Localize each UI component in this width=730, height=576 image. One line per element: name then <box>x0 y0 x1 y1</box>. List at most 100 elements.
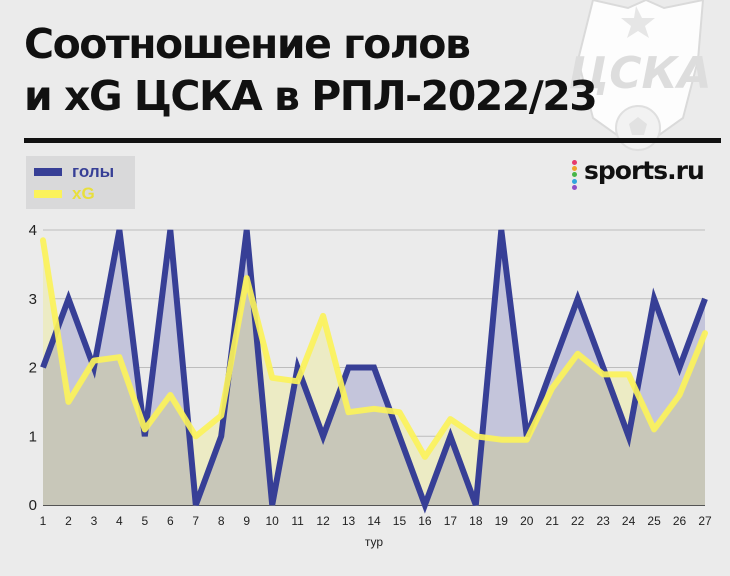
goals-point-2 <box>65 296 71 302</box>
goals-point-17 <box>447 433 453 439</box>
legend: голы xG <box>26 156 135 209</box>
xg-point-7 <box>193 433 199 439</box>
title-divider <box>24 138 721 143</box>
xg-point-21 <box>549 385 555 391</box>
crest-text: ЦСКА <box>568 48 711 99</box>
xg-point-18 <box>473 433 479 439</box>
x-tick-13: 13 <box>342 514 356 528</box>
chart-title: Соотношение голов и xG ЦСКА в РПЛ-2022/2… <box>24 18 598 122</box>
xg-point-3 <box>91 358 97 364</box>
goals-point-11 <box>295 365 301 371</box>
xg-point-10 <box>269 375 275 381</box>
y-tick-2: 2 <box>29 360 37 377</box>
x-tick-5: 5 <box>142 514 149 528</box>
cska-crest-watermark: ЦСКА <box>548 0 728 195</box>
xg-point-11 <box>295 378 301 384</box>
x-tick-1: 1 <box>40 514 47 528</box>
y-tick-3: 3 <box>29 291 37 308</box>
goals-point-1 <box>40 365 46 371</box>
goals-line <box>40 229 708 514</box>
x-tick-26: 26 <box>673 514 687 528</box>
x-tick-18: 18 <box>469 514 483 528</box>
legend-swatch-goals <box>34 168 62 176</box>
title-line-2: и xG ЦСКА в РПЛ-2022/23 <box>24 72 598 120</box>
goals-point-3 <box>91 365 97 371</box>
xg-point-17 <box>447 416 453 422</box>
sports-ru-logo: sports.ru <box>570 156 710 192</box>
xg-point-4 <box>116 354 122 360</box>
x-tick-3: 3 <box>91 514 98 528</box>
goals-point-15 <box>396 433 402 439</box>
goals-point-5 <box>142 433 148 439</box>
x-tick-20: 20 <box>520 514 534 528</box>
xg-point-16 <box>422 454 428 460</box>
x-tick-7: 7 <box>192 514 199 528</box>
xg-point-22 <box>575 351 581 357</box>
goals-point-18 <box>473 502 479 508</box>
goals-point-14 <box>371 365 377 371</box>
x-tick-25: 25 <box>647 514 661 528</box>
legend-label-xg: xG <box>72 184 95 203</box>
xg-line <box>40 237 708 460</box>
y-tick-labels: 0 1 2 3 4 <box>29 222 37 514</box>
legend-swatch-xg <box>34 190 62 198</box>
y-tick-0: 0 <box>29 497 37 514</box>
x-tick-23: 23 <box>596 514 610 528</box>
goals-point-13 <box>346 365 352 371</box>
xg-point-23 <box>600 371 606 377</box>
x-tick-16: 16 <box>418 514 432 528</box>
x-tick-6: 6 <box>167 514 174 528</box>
x-tick-9: 9 <box>243 514 250 528</box>
xg-point-14 <box>371 406 377 412</box>
xg-point-19 <box>498 437 504 443</box>
x-tick-15: 15 <box>393 514 407 528</box>
y-tick-1: 1 <box>29 428 37 445</box>
x-tick-4: 4 <box>116 514 123 528</box>
xg-point-1 <box>40 237 46 243</box>
xg-point-24 <box>626 371 632 377</box>
xg-point-5 <box>142 426 148 432</box>
goals-point-24 <box>626 433 632 439</box>
xg-point-13 <box>346 409 352 415</box>
title-line-1: Соотношение голов <box>24 20 471 68</box>
x-tick-11: 11 <box>291 514 304 528</box>
x-tick-12: 12 <box>316 514 330 528</box>
x-axis-label: тур <box>365 535 383 549</box>
logo-text: sports.ru <box>584 156 705 185</box>
goals-point-8 <box>218 433 224 439</box>
xg-point-26 <box>677 392 683 398</box>
x-tick-2: 2 <box>65 514 72 528</box>
x-tick-24: 24 <box>622 514 636 528</box>
xg-point-9 <box>244 275 250 281</box>
x-tick-22: 22 <box>571 514 585 528</box>
goals-point-10 <box>269 502 275 508</box>
goals-point-16 <box>422 502 428 508</box>
goals-point-4 <box>116 227 122 233</box>
legend-label-goals: голы <box>72 162 115 181</box>
goals-point-7 <box>193 502 199 508</box>
goals-point-25 <box>651 296 657 302</box>
x-tick-labels: 1 2 3 4 5 6 7 8 9 10 11 12 13 14 15 16 17 18 19 20 21 22 23 24 2… <box>40 514 712 528</box>
x-tick-27: 27 <box>698 514 712 528</box>
x-tick-19: 19 <box>495 514 509 528</box>
goals-point-26 <box>677 365 683 371</box>
x-tick-14: 14 <box>367 514 381 528</box>
y-tick-4: 4 <box>29 222 37 239</box>
x-tick-17: 17 <box>444 514 458 528</box>
goals-point-9 <box>244 227 250 233</box>
goals-point-21 <box>549 365 555 371</box>
xg-point-8 <box>218 413 224 419</box>
logo-dots <box>572 160 578 191</box>
x-tick-10: 10 <box>265 514 279 528</box>
xg-point-6 <box>167 392 173 398</box>
series-lines <box>40 229 708 514</box>
xg-point-15 <box>396 409 402 415</box>
goals-point-27 <box>702 296 708 302</box>
goals-point-6 <box>167 227 173 233</box>
goals-point-22 <box>575 296 581 302</box>
xg-point-12 <box>320 313 326 319</box>
xg-point-25 <box>651 426 657 432</box>
x-tick-21: 21 <box>546 514 560 528</box>
xg-point-2 <box>65 399 71 405</box>
